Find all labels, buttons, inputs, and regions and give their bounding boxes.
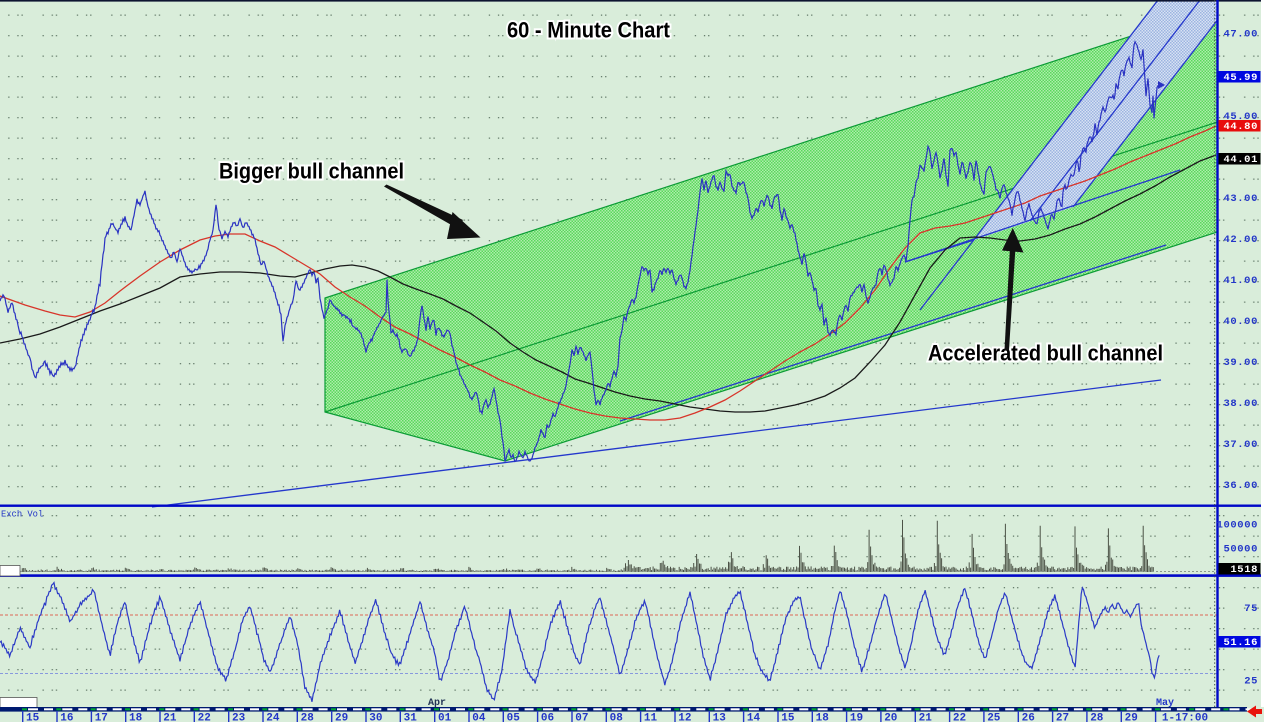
svg-text:51.16: 51.16 xyxy=(1223,637,1258,649)
svg-text:23: 23 xyxy=(232,713,246,722)
svg-text:05: 05 xyxy=(507,713,521,722)
svg-text:13: 13 xyxy=(713,713,727,722)
svg-text:40.00: 40.00 xyxy=(1223,316,1258,328)
svg-text:44.80: 44.80 xyxy=(1223,121,1258,133)
svg-text:28: 28 xyxy=(301,713,315,722)
svg-text:44.01: 44.01 xyxy=(1223,154,1258,166)
svg-text:27: 27 xyxy=(1056,713,1069,722)
svg-text:42.00: 42.00 xyxy=(1223,234,1258,246)
svg-text:18: 18 xyxy=(129,713,143,722)
svg-text:12: 12 xyxy=(678,713,691,722)
svg-text:1-17:00: 1-17:00 xyxy=(1162,713,1208,722)
svg-text:47.00: 47.00 xyxy=(1223,29,1258,41)
svg-text:04: 04 xyxy=(472,713,486,722)
svg-text:17: 17 xyxy=(95,713,108,722)
svg-text:100000: 100000 xyxy=(1217,520,1258,532)
svg-text:Bigger bull channel: Bigger bull channel xyxy=(219,159,404,184)
svg-text:75: 75 xyxy=(1244,603,1258,615)
svg-text:60 - Minute Chart: 60 - Minute Chart xyxy=(507,18,671,43)
svg-text:39.00: 39.00 xyxy=(1223,357,1258,369)
svg-text:26: 26 xyxy=(1022,713,1035,722)
svg-text:37.00: 37.00 xyxy=(1223,439,1258,451)
svg-text:29: 29 xyxy=(335,713,348,722)
svg-text:31: 31 xyxy=(404,713,418,722)
svg-text:41.00: 41.00 xyxy=(1223,275,1258,287)
svg-text:07: 07 xyxy=(575,713,588,722)
svg-text:21: 21 xyxy=(163,713,177,722)
svg-text:16: 16 xyxy=(60,713,73,722)
svg-text:22: 22 xyxy=(953,713,966,722)
svg-text:01: 01 xyxy=(438,713,452,722)
svg-text:24: 24 xyxy=(266,713,280,722)
svg-text:36.00: 36.00 xyxy=(1223,480,1258,492)
svg-text:06: 06 xyxy=(541,713,554,722)
svg-text:25: 25 xyxy=(987,713,1001,722)
svg-text:29: 29 xyxy=(1125,713,1138,722)
svg-text:Apr: Apr xyxy=(428,698,446,709)
svg-text:21: 21 xyxy=(919,713,933,722)
svg-text:May: May xyxy=(1156,698,1174,709)
svg-text:1518: 1518 xyxy=(1230,564,1258,576)
svg-text:11: 11 xyxy=(644,713,658,722)
svg-text:28: 28 xyxy=(1090,713,1104,722)
svg-text:22: 22 xyxy=(198,713,211,722)
svg-text:20: 20 xyxy=(884,713,897,722)
svg-text:43.00: 43.00 xyxy=(1223,193,1258,205)
svg-text:Exch Vol: Exch Vol xyxy=(1,510,43,520)
svg-text:18: 18 xyxy=(816,713,830,722)
svg-text:30: 30 xyxy=(369,713,382,722)
svg-text:45.99: 45.99 xyxy=(1223,72,1258,84)
svg-text:15: 15 xyxy=(781,713,795,722)
svg-text:15: 15 xyxy=(26,713,40,722)
svg-text:38.00: 38.00 xyxy=(1223,398,1258,410)
svg-text:19: 19 xyxy=(850,713,863,722)
svg-text:08: 08 xyxy=(610,713,624,722)
svg-text:Accelerated bull channel: Accelerated bull channel xyxy=(928,341,1163,366)
svg-text:25: 25 xyxy=(1244,676,1258,688)
svg-text:14: 14 xyxy=(747,713,761,722)
svg-text:50000: 50000 xyxy=(1223,544,1258,556)
